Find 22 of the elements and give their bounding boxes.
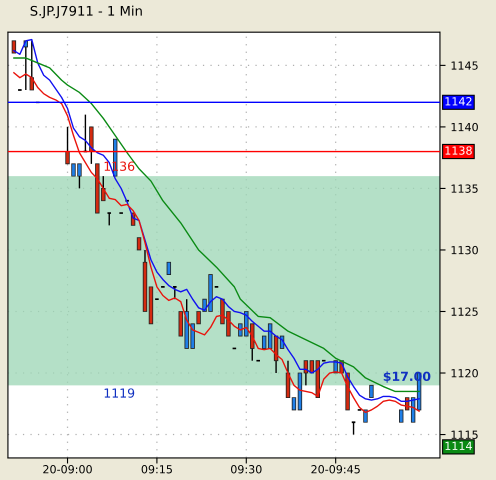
y-tick-label: 1115 (452, 430, 478, 439)
y-tick-label: 1120 (452, 368, 478, 378)
annotation: 1119 (104, 388, 134, 398)
x-tick-label: 09:30 (231, 465, 262, 474)
y-tick-label: 1135 (452, 184, 478, 193)
x-tick-label: 20-09:00 (43, 465, 92, 474)
x-tick-label: 20-09:45 (311, 465, 360, 474)
y-tick-label: 1140 (452, 122, 478, 132)
annotation: 1114 (445, 442, 472, 450)
candlestick (136, 237, 142, 250)
ref-line-label: 1138 (445, 146, 472, 155)
chart-title: S.JP.J7911 - 1 Min (30, 6, 142, 18)
y-tick-label: 1145 (452, 62, 478, 70)
candlestick (363, 410, 368, 423)
candlestick (12, 40, 16, 54)
y-tick-label: 1125 (452, 307, 478, 316)
ref-line-label: 1142 (445, 97, 472, 106)
candlestick (30, 40, 34, 91)
candlestick (369, 384, 374, 398)
candlestick (166, 262, 172, 275)
x-tick-label: 09:15 (142, 465, 172, 474)
y-tick-label: 1130 (452, 246, 478, 254)
